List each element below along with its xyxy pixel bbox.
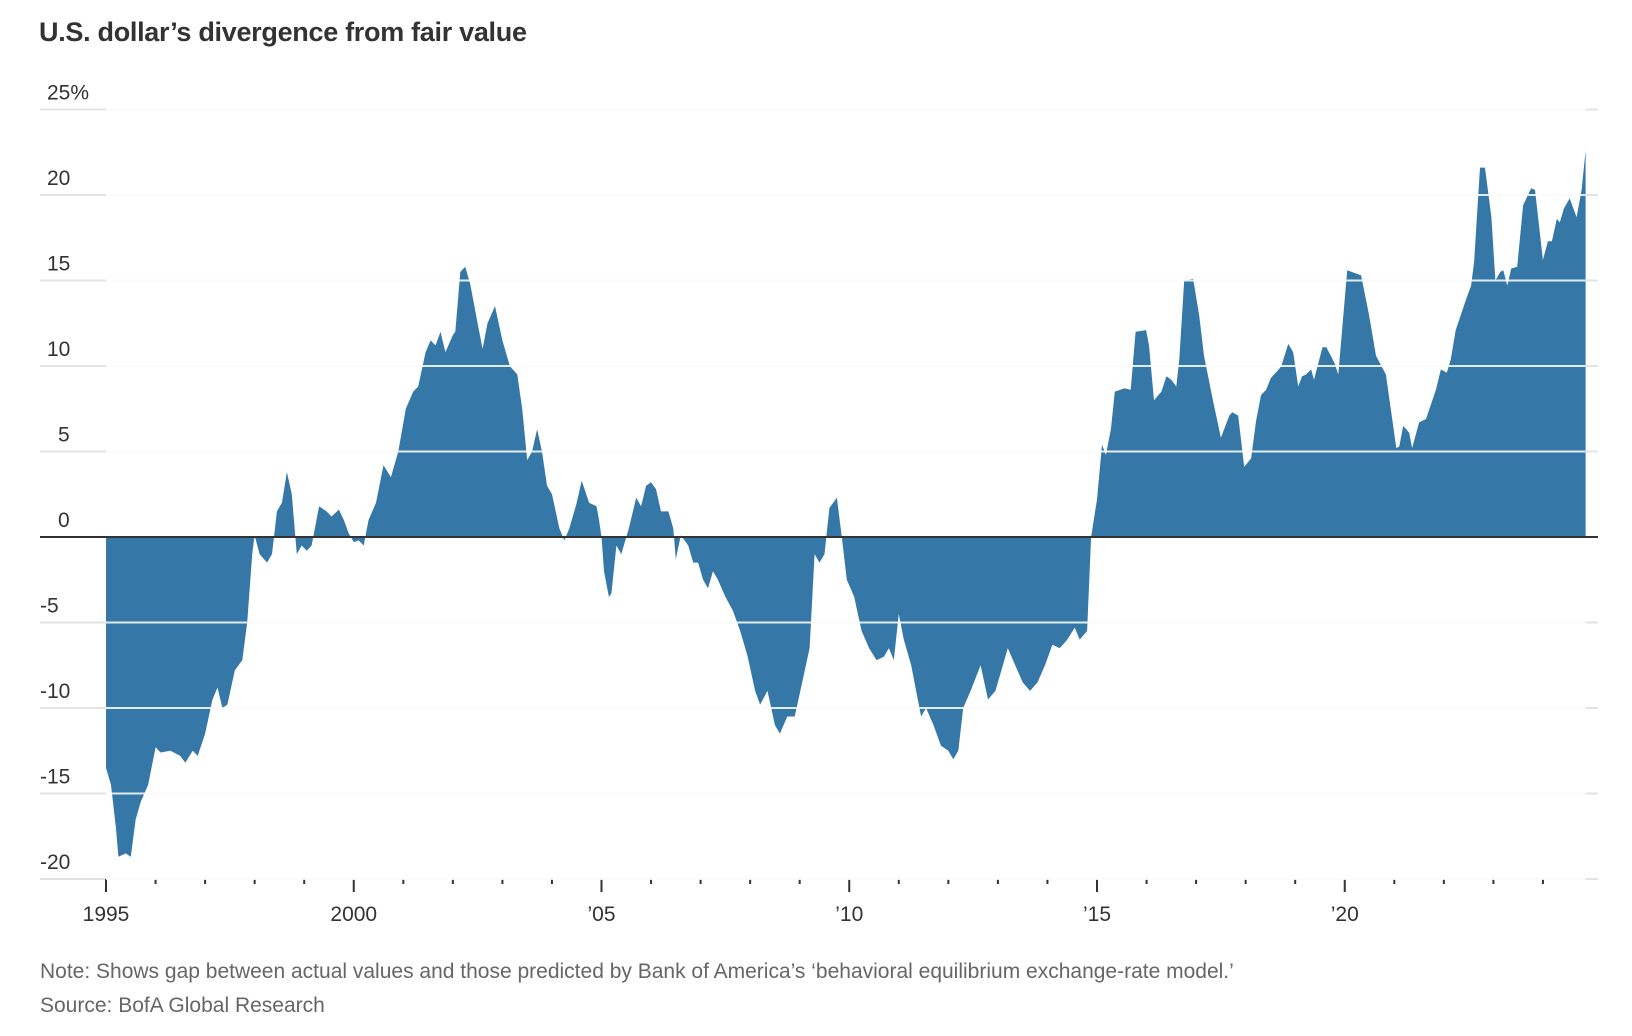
y-tick-label: 5 [58,424,70,447]
x-tick-label: ’15 [1083,903,1111,926]
x-tick-label: ’20 [1331,903,1359,926]
y-tick-label: -10 [40,680,70,703]
x-axis-ticks: 1995 2000 ’05 ’10 ’15 ’20 [83,879,1544,926]
chart-note: Note: Shows gap between actual values an… [40,960,1234,983]
chart-footnotes: Note: Shows gap between actual values an… [40,955,1234,1023]
chart-source: Source: BofA Global Research [40,994,325,1017]
x-tick-label: ’10 [835,903,863,926]
x-tick-label: 2000 [330,903,377,926]
y-tick-label: 20 [47,167,70,190]
divergence-area [106,150,1586,857]
y-tick-label: 0 [58,509,70,532]
y-tick-label: -5 [40,595,59,618]
y-axis-labels: 25% 20 15 10 5 0 -5 -10 -15 -20 [40,82,89,875]
chart-title: U.S. dollar’s divergence from fair value [39,17,527,47]
x-tick-label: 1995 [83,903,130,926]
y-tick-label: -15 [40,766,70,789]
y-tick-label: 10 [47,338,70,361]
y-tick-label: -20 [40,851,70,874]
y-tick-label: 25% [47,82,89,105]
y-tick-label: 15 [47,253,70,276]
x-tick-label: ’05 [587,903,615,926]
area-chart: 25% 20 15 10 5 0 -5 -10 -15 -20 1995 2000 ’05 ’10 ’15… [40,82,1598,926]
